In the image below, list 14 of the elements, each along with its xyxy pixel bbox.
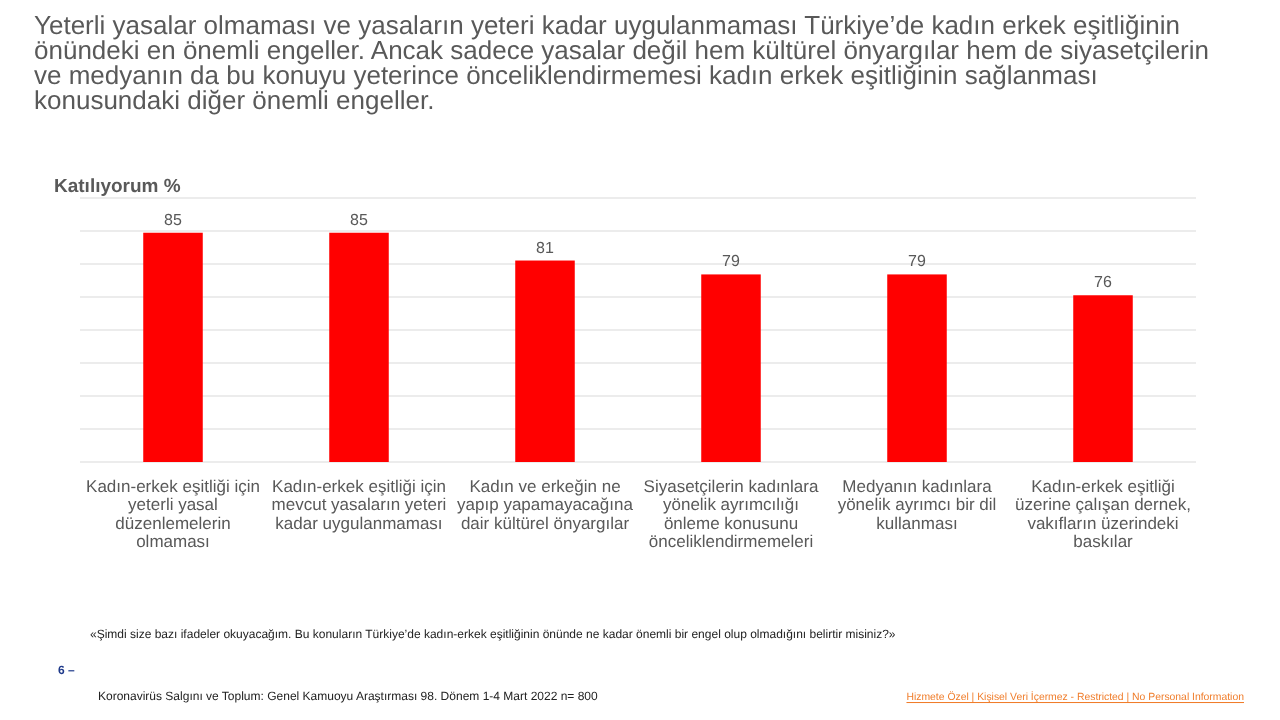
data-label: 85 — [350, 210, 369, 229]
data-label: 85 — [164, 210, 183, 229]
x-tick-label: Siyasetçilerin kadınlara yönelik ayrımcılığı önleme konusunu önceliklendirmemeleri — [643, 476, 819, 552]
data-label: 79 — [722, 252, 741, 271]
x-tick-label: Kadın ve erkeğin ne yapıp yapamayacağına dair kültürel önyargılar — [457, 476, 634, 533]
x-tick-label: Kadın-erkek eşitliği üzerine çalışan dernek, vakıfların üzerindeki baskılar — [1015, 476, 1191, 552]
x-tick-label: Medyanın kadınlara yönelik ayrımcı bir dil kullanması — [837, 476, 997, 533]
data-label: 76 — [1094, 273, 1113, 292]
x-tick-label: Kadın-erkek eşitliği için mevcut yasaların yeteri kadar uygulanmaması — [271, 476, 447, 533]
data-label: 81 — [536, 238, 555, 257]
chart-title: Yeterli yasalar olmaması ve yasaların yeteri kadar uygulanmaması Türkiye’de kadın erkek eşitliğinin önündeki en önemli engeller. Ancak sadece yasalar değil hem kültürel önyargılar hem de siyasetçilerin ve medyanın da bu konuyu yeterince önceliklendirmemesi kadın erkek eşitliğinin sağlanması konusundaki diğer önemli engeller. — [34, 10, 1210, 115]
y-axis-title: Katılıyorum % — [54, 176, 182, 198]
data-label: 79 — [908, 252, 927, 271]
x-tick-label: Kadın-erkek eşitliği için yeterli yasal düzenlemelerin olmaması — [86, 476, 261, 552]
